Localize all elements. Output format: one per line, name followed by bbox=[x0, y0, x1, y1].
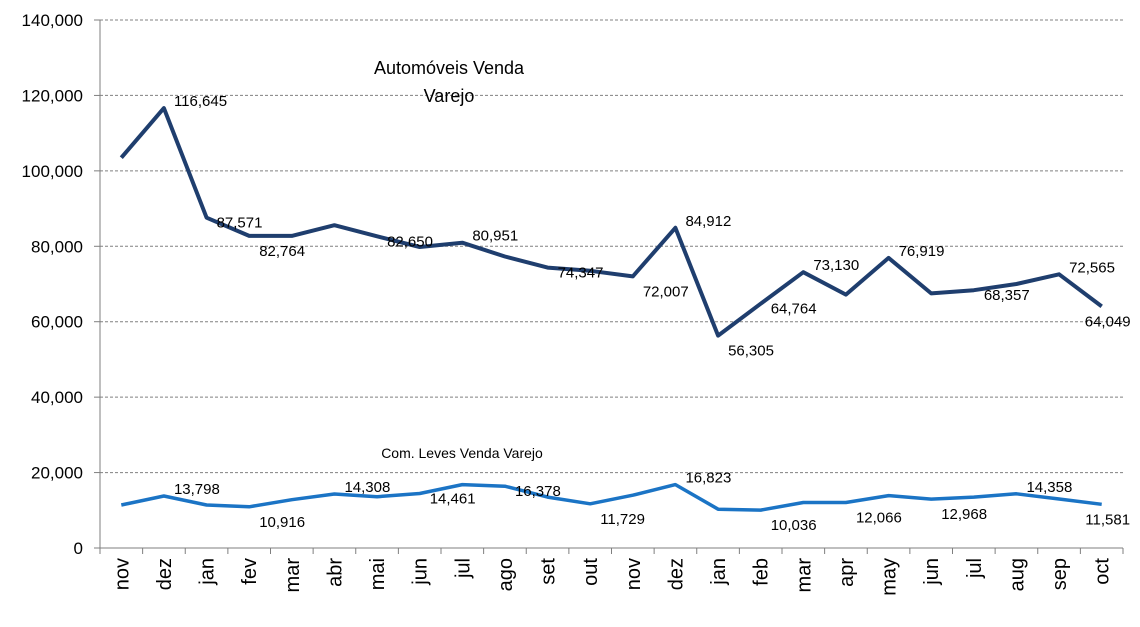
data-label: 72,007 bbox=[643, 283, 689, 300]
data-label: 10,036 bbox=[771, 517, 817, 534]
series-line-1 bbox=[120, 482, 1102, 512]
data-label: 16,378 bbox=[515, 483, 561, 500]
y-tick-label: 60,000 bbox=[31, 313, 83, 332]
x-tick-label: jan bbox=[708, 558, 730, 586]
grid-lines bbox=[100, 19, 1123, 474]
data-label: 64,764 bbox=[771, 301, 817, 318]
x-tick-label: mar bbox=[793, 558, 815, 593]
series-line-0 bbox=[119, 106, 1103, 338]
data-label: 14,461 bbox=[430, 490, 476, 507]
x-tick-label: mar bbox=[282, 558, 304, 593]
data-label: 13,798 bbox=[174, 481, 220, 498]
data-label: 82,764 bbox=[259, 243, 305, 260]
data-labels: 116,645 87,571 82,764 82,650 80,951 74,347 72,… bbox=[174, 93, 1131, 534]
data-label: 12,066 bbox=[856, 509, 902, 526]
y-tick-label: 40,000 bbox=[31, 388, 83, 407]
y-tick-label: 0 bbox=[74, 539, 83, 558]
data-label: 10,916 bbox=[259, 514, 305, 531]
data-label: 14,308 bbox=[344, 479, 390, 496]
y-tick-label: 120,000 bbox=[22, 86, 83, 105]
x-tick-label: jun bbox=[410, 558, 432, 586]
x-tick-label: dez bbox=[665, 558, 687, 590]
y-tick-label: 140,000 bbox=[22, 11, 83, 30]
x-tick-label: set bbox=[538, 558, 560, 585]
data-label: 72,565 bbox=[1069, 259, 1115, 276]
data-label: 74,347 bbox=[558, 265, 604, 282]
data-label: 82,650 bbox=[387, 233, 433, 250]
x-tick-label: dez bbox=[154, 558, 176, 590]
series-title-automoveis-line-2: Varejo bbox=[424, 86, 475, 106]
x-tick-label: jan bbox=[197, 558, 219, 586]
x-tick-label: feb bbox=[751, 558, 773, 586]
data-label: 64,049 bbox=[1085, 313, 1131, 330]
axes: 0 20,000 40,000 60,000 80,000 100,000 120,000 1… bbox=[22, 11, 1124, 596]
series-title-com-leves: Com. Leves Venda Varejo bbox=[381, 445, 543, 461]
data-label: 87,571 bbox=[217, 215, 263, 232]
x-tick-label: jul bbox=[964, 558, 986, 579]
data-label: 12,968 bbox=[941, 506, 987, 523]
x-tick-label: fev bbox=[239, 558, 261, 585]
data-label: 84,912 bbox=[685, 213, 731, 230]
x-tick-label: nov bbox=[111, 558, 133, 590]
x-tick-label: nov bbox=[623, 558, 645, 590]
x-tick-label: may bbox=[879, 558, 901, 596]
x-tick-label: abr bbox=[324, 558, 346, 587]
x-tick-label: out bbox=[580, 558, 602, 586]
data-label: 56,305 bbox=[728, 343, 774, 360]
x-tick-label: apr bbox=[836, 558, 858, 587]
y-tick-label: 20,000 bbox=[31, 464, 83, 483]
x-tick-label: aug bbox=[1006, 558, 1028, 591]
data-label: 76,919 bbox=[899, 243, 945, 260]
data-label: 116,645 bbox=[174, 93, 227, 110]
data-label: 16,823 bbox=[685, 470, 731, 487]
series-title-automoveis-line-1: Automóveis Venda bbox=[374, 58, 525, 78]
x-tick-label: sep bbox=[1049, 558, 1071, 590]
x-tick-label: oct bbox=[1092, 558, 1114, 585]
x-tick-label: jul bbox=[452, 558, 474, 579]
data-label: 80,951 bbox=[472, 228, 518, 245]
x-tick-label: jun bbox=[921, 558, 943, 586]
data-label: 68,357 bbox=[984, 287, 1030, 304]
y-tick-label: 80,000 bbox=[31, 237, 83, 256]
x-tick-label: ago bbox=[495, 558, 517, 591]
data-label: 11,729 bbox=[600, 511, 645, 528]
data-label: 73,130 bbox=[813, 257, 859, 274]
x-tick-label: mai bbox=[367, 558, 389, 590]
data-label: 14,358 bbox=[1026, 479, 1072, 496]
data-label: 11,581 bbox=[1085, 511, 1130, 528]
series-lines bbox=[119, 106, 1103, 512]
y-tick-label: 100,000 bbox=[22, 162, 83, 181]
